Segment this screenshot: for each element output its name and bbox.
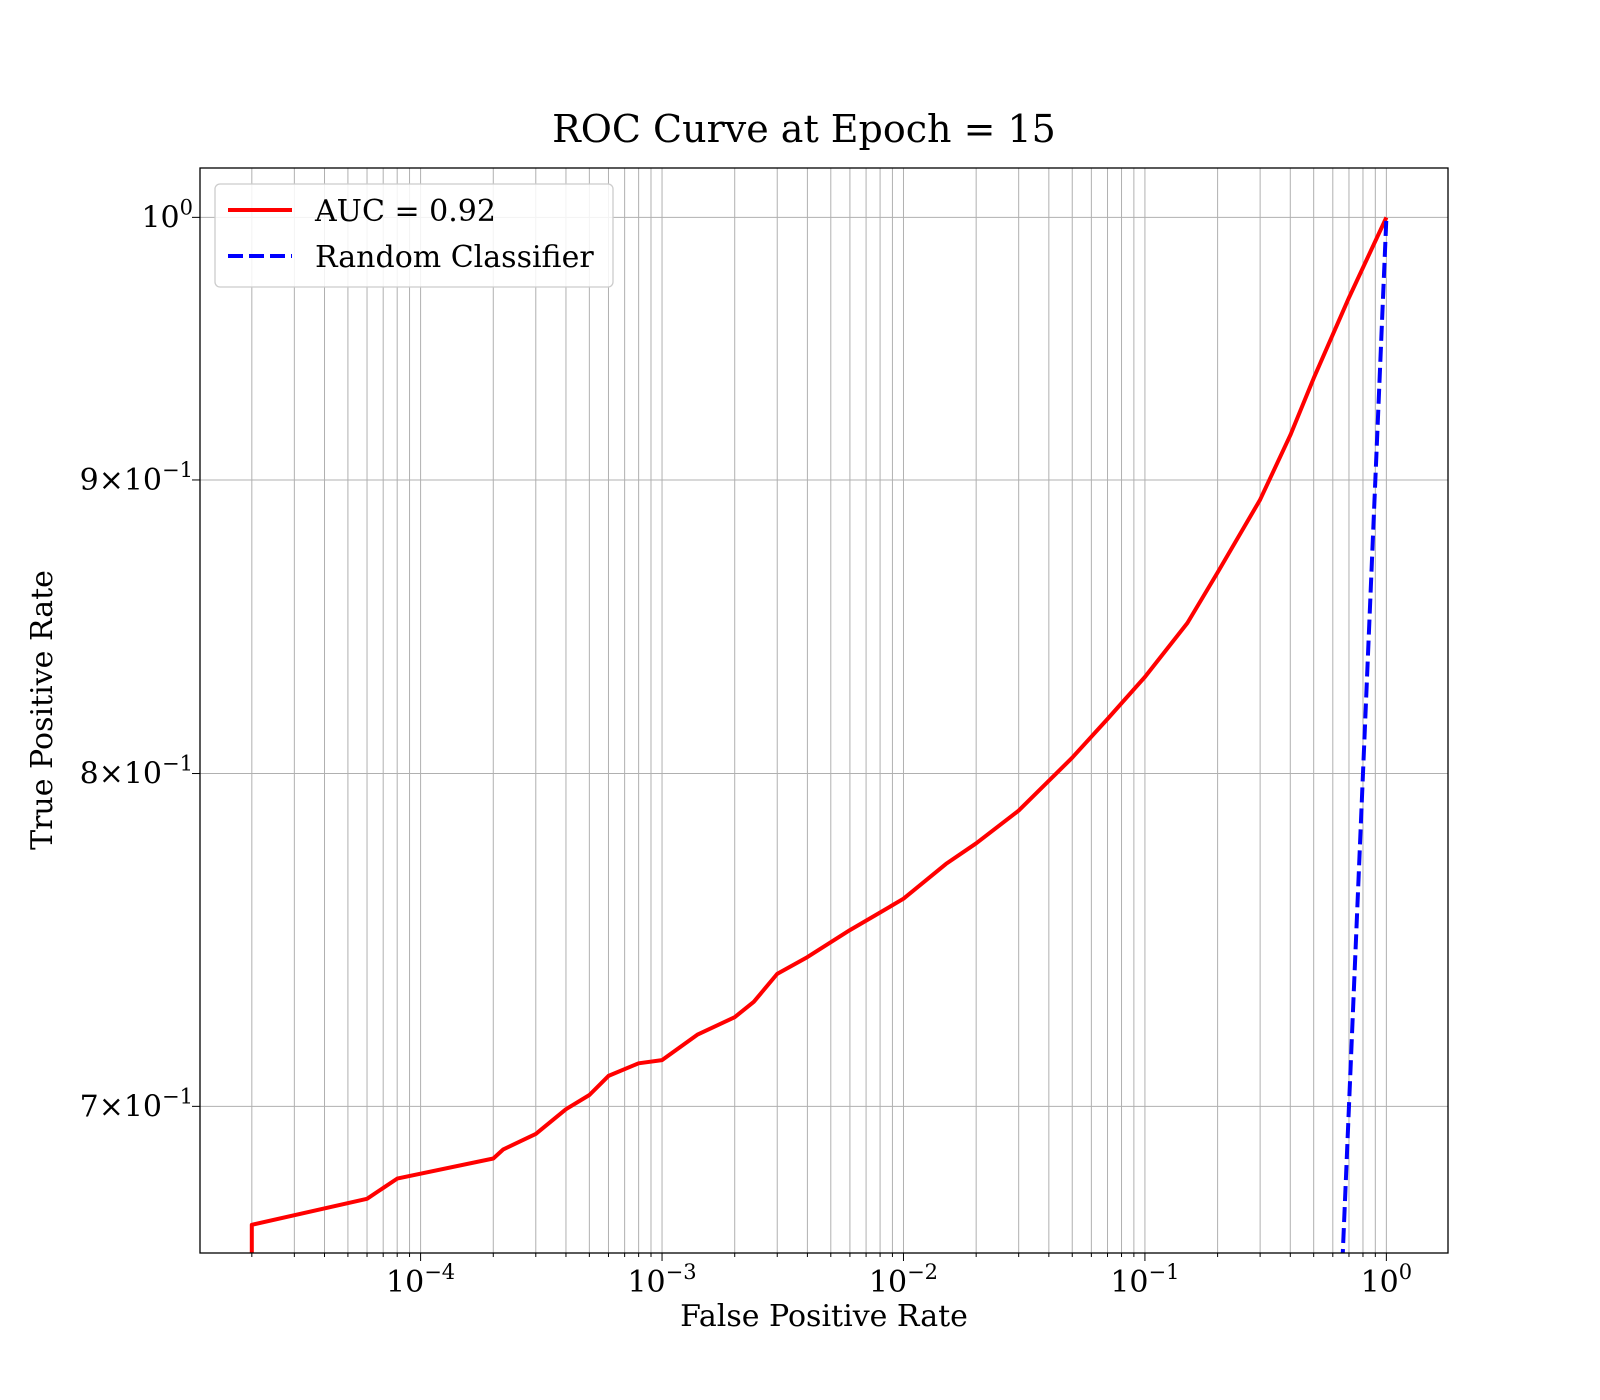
x-tick-label: 100 (1361, 1260, 1413, 1300)
y-tick-label: 7×10−1 (80, 1084, 193, 1124)
x-gridlines (251, 168, 1387, 1261)
series-lines (249, 216, 1389, 1253)
x-tick-label: 10−3 (627, 1260, 696, 1300)
legend-box (214, 183, 614, 288)
y-axis-ticks: 7×10−1 8×10−1 9×10−1 100 (80, 195, 193, 1124)
y-tick-label: 100 (141, 195, 193, 235)
plot-frame (199, 167, 1449, 1254)
plot-area-background (200, 168, 1448, 1253)
chart-title: ROC Curve at Epoch = 15 (552, 107, 1056, 151)
y-axis-label: True Positive Rate (25, 570, 60, 850)
y-tick-label: 9×10−1 (80, 458, 193, 498)
x-tick-label: 10−2 (869, 1260, 938, 1300)
legend-label-auc: AUC = 0.92 (314, 194, 496, 229)
legend-label-random-classifier: Random Classifier (315, 240, 594, 275)
x-tick-label: 10−4 (386, 1260, 455, 1300)
legend: AUC = 0.92 Random Classifier (214, 183, 614, 288)
roc-curve-line (249, 216, 1389, 1253)
y-tick-label: 8×10−1 (80, 752, 193, 792)
random-classifier-line (1340, 217, 1389, 1253)
x-axis-ticks: 10−4 10−3 10−2 10−1 100 (386, 1260, 1412, 1300)
x-tick-label: 10−1 (1110, 1260, 1179, 1300)
x-axis-label: False Positive Rate (680, 1299, 968, 1334)
